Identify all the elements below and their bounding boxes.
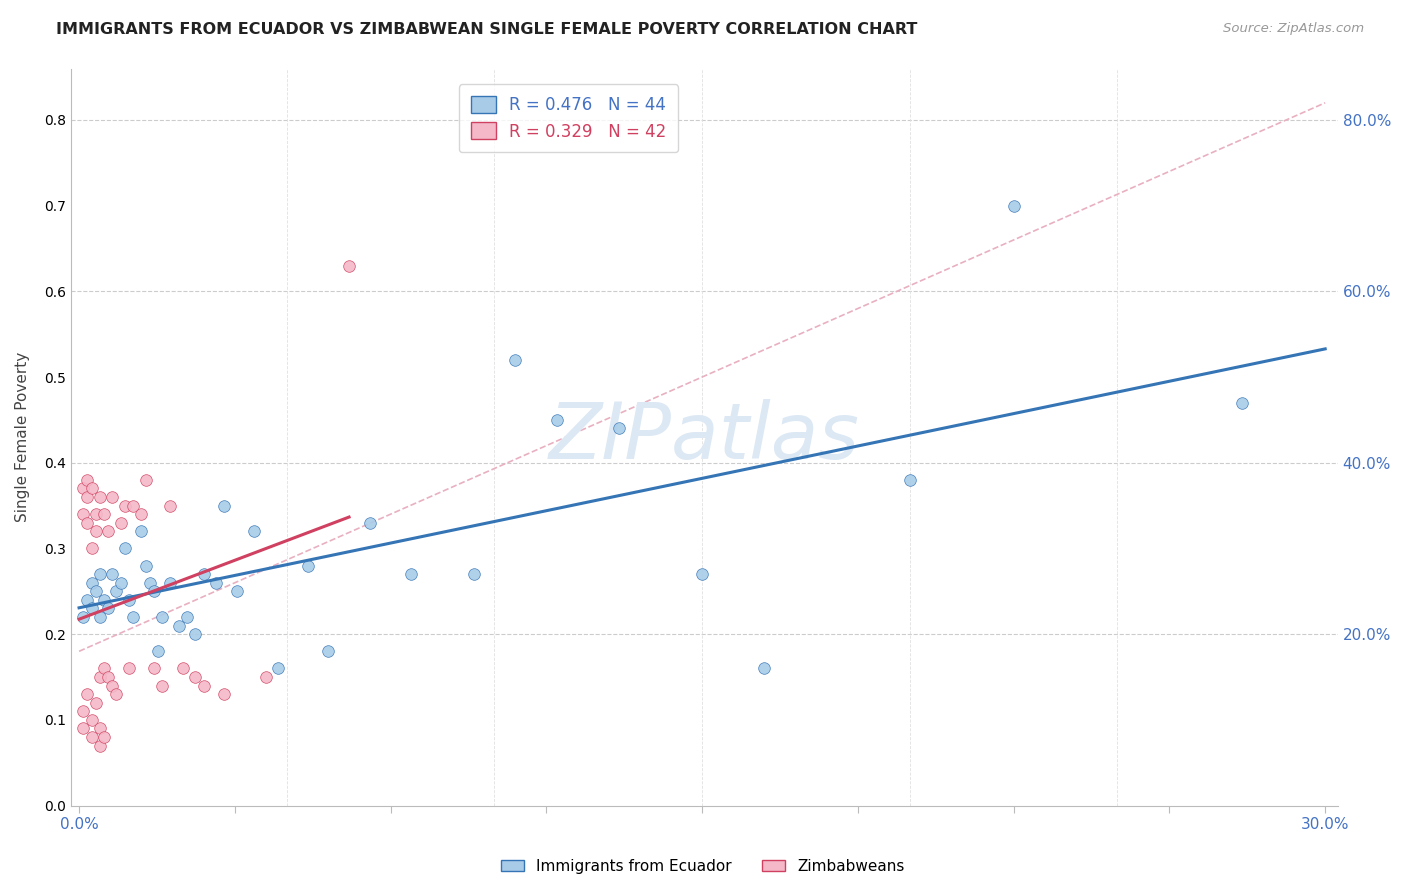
Text: IMMIGRANTS FROM ECUADOR VS ZIMBABWEAN SINGLE FEMALE POVERTY CORRELATION CHART: IMMIGRANTS FROM ECUADOR VS ZIMBABWEAN SI… — [56, 22, 918, 37]
Point — [142, 661, 165, 675]
Point — [72, 482, 94, 496]
Point — [146, 644, 169, 658]
Point — [84, 507, 107, 521]
Point — [205, 575, 228, 590]
Point — [214, 499, 236, 513]
Point — [359, 516, 381, 530]
Point — [72, 610, 94, 624]
Point — [184, 670, 207, 684]
Point — [110, 575, 132, 590]
Point — [1002, 199, 1025, 213]
Point — [89, 670, 111, 684]
Point — [80, 601, 103, 615]
Point — [337, 259, 360, 273]
Point — [97, 524, 120, 539]
Point — [76, 490, 98, 504]
Point — [254, 670, 277, 684]
Point — [89, 610, 111, 624]
Point — [690, 567, 713, 582]
Point — [80, 541, 103, 556]
Point — [131, 507, 153, 521]
Point — [225, 584, 247, 599]
Point — [80, 730, 103, 744]
Point — [105, 687, 128, 701]
Point — [84, 696, 107, 710]
Point — [76, 516, 98, 530]
Point — [214, 687, 236, 701]
Point — [101, 490, 124, 504]
Point — [267, 661, 290, 675]
Point — [463, 567, 485, 582]
Point — [76, 687, 98, 701]
Point — [159, 499, 181, 513]
Point — [101, 567, 124, 582]
Point — [89, 722, 111, 736]
Point — [1230, 396, 1253, 410]
Point — [150, 679, 173, 693]
Point — [193, 679, 215, 693]
Point — [150, 610, 173, 624]
Point — [184, 627, 207, 641]
Point — [110, 516, 132, 530]
Point — [93, 730, 115, 744]
Point — [134, 558, 156, 573]
Point — [97, 601, 120, 615]
Point — [401, 567, 423, 582]
Point — [80, 575, 103, 590]
Y-axis label: Single Female Poverty: Single Female Poverty — [15, 352, 30, 522]
Point — [93, 507, 115, 521]
Legend: Immigrants from Ecuador, Zimbabweans: Immigrants from Ecuador, Zimbabweans — [495, 853, 911, 880]
Point — [898, 473, 921, 487]
Point — [93, 661, 115, 675]
Point — [80, 713, 103, 727]
Point — [754, 661, 776, 675]
Point — [167, 618, 190, 632]
Point — [105, 584, 128, 599]
Point — [242, 524, 264, 539]
Point — [193, 567, 215, 582]
Point — [84, 584, 107, 599]
Point — [76, 593, 98, 607]
Point — [89, 490, 111, 504]
Point — [134, 473, 156, 487]
Point — [172, 661, 194, 675]
Point — [118, 661, 141, 675]
Point — [159, 575, 181, 590]
Point — [89, 739, 111, 753]
Point — [122, 499, 145, 513]
Point — [72, 507, 94, 521]
Legend: R = 0.476   N = 44, R = 0.329   N = 42: R = 0.476 N = 44, R = 0.329 N = 42 — [460, 84, 678, 153]
Point — [72, 704, 94, 718]
Point — [176, 610, 198, 624]
Point — [131, 524, 153, 539]
Point — [122, 610, 145, 624]
Point — [76, 473, 98, 487]
Point — [142, 584, 165, 599]
Point — [114, 541, 136, 556]
Point — [93, 593, 115, 607]
Point — [503, 352, 526, 367]
Text: Source: ZipAtlas.com: Source: ZipAtlas.com — [1223, 22, 1364, 36]
Point — [316, 644, 339, 658]
Point — [101, 679, 124, 693]
Point — [72, 722, 94, 736]
Text: ZIPatlas: ZIPatlas — [548, 399, 859, 475]
Point — [97, 670, 120, 684]
Point — [84, 524, 107, 539]
Point — [138, 575, 160, 590]
Point — [546, 413, 568, 427]
Point — [89, 567, 111, 582]
Point — [607, 421, 630, 435]
Point — [118, 593, 141, 607]
Point — [297, 558, 319, 573]
Point — [80, 482, 103, 496]
Point — [114, 499, 136, 513]
